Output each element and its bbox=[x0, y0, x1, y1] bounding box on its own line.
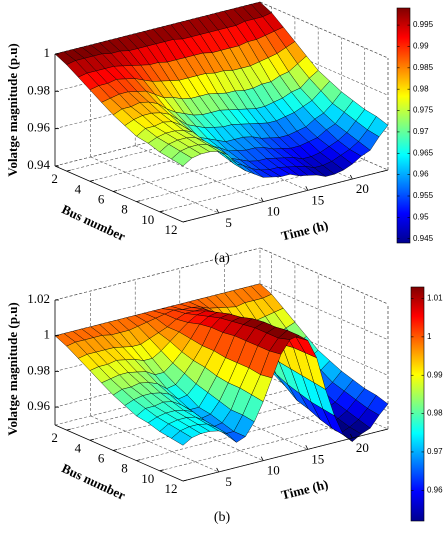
x-axis bbox=[182, 428, 389, 482]
grid-line bbox=[259, 283, 389, 340]
y-tick-label: 10 bbox=[141, 471, 154, 486]
colorbar-tick-label: 0.97 bbox=[427, 447, 443, 456]
x-tick-label: 20 bbox=[356, 181, 369, 196]
grid-line bbox=[159, 418, 365, 472]
grid-line bbox=[179, 134, 308, 191]
z-tick-label: 0.94 bbox=[27, 157, 50, 172]
grid-line bbox=[90, 415, 219, 473]
x-tick bbox=[349, 433, 353, 439]
colorbar-tick-label: 0.99 bbox=[413, 42, 429, 51]
colorbar-tick-label: 1.01 bbox=[427, 294, 443, 303]
colorbar-tick-label: 0.975 bbox=[413, 106, 434, 115]
x-tick bbox=[260, 456, 264, 461]
colorbar-tick-label: 0.98 bbox=[427, 409, 443, 418]
grid-line bbox=[259, 39, 389, 96]
x-tick bbox=[305, 186, 309, 191]
grid-line bbox=[259, 247, 389, 305]
colorbar-tick-label: 0.945 bbox=[413, 234, 434, 243]
z-tick-label: 1 bbox=[44, 45, 51, 60]
colorbar-tick-label: 0.98 bbox=[413, 84, 429, 93]
x-tick-label: 15 bbox=[311, 192, 324, 207]
colorbar-tick-label: 1 bbox=[427, 332, 432, 341]
grid-line bbox=[224, 381, 353, 439]
colorbar-fill bbox=[396, 7, 411, 244]
colorbar-tick-label: 0.99 bbox=[427, 370, 443, 379]
grid-line bbox=[54, 247, 261, 301]
y-tick-label: 10 bbox=[141, 212, 154, 227]
colorbar-tick-label: 0.96 bbox=[413, 170, 429, 179]
x-tick-label: 10 bbox=[267, 204, 280, 219]
colorbar-tick-label: 0.965 bbox=[413, 148, 434, 157]
x-tick-label: 5 bbox=[225, 215, 232, 230]
grid-line bbox=[135, 404, 264, 461]
y-tick-label: 6 bbox=[98, 450, 105, 465]
x-tick-label: 5 bbox=[225, 474, 232, 489]
x-tick bbox=[216, 208, 220, 214]
y-tick-label: 4 bbox=[75, 181, 82, 196]
y-tick-label: 8 bbox=[121, 461, 128, 476]
grid-line bbox=[259, 319, 389, 376]
y-tick bbox=[89, 179, 95, 182]
y-tick bbox=[182, 220, 188, 223]
z-tick-label: 0.98 bbox=[27, 362, 50, 377]
colorbar-tick-label: 0.995 bbox=[413, 20, 434, 29]
y-tick-label: 6 bbox=[98, 191, 105, 206]
y-tick bbox=[113, 190, 118, 192]
colorbar-tick-label: 0.95 bbox=[413, 212, 429, 221]
colorbar: 0.96 0.97 0.98 0.99 1 1.01 bbox=[410, 286, 443, 522]
x-tick bbox=[216, 467, 220, 473]
y-tick bbox=[182, 479, 188, 482]
caption: (b) bbox=[214, 510, 231, 525]
x-tick-label: 10 bbox=[267, 463, 280, 478]
grid-line bbox=[90, 156, 219, 214]
colorbar: 0.945 0.95 0.955 0.96 0.965 0.97 0.975 0.98 0.98… bbox=[396, 7, 434, 244]
y-tick bbox=[113, 449, 118, 451]
colorbar-fill bbox=[410, 286, 425, 522]
y-tick bbox=[66, 428, 71, 431]
y-tick bbox=[89, 438, 95, 441]
y-tick bbox=[159, 210, 164, 213]
y-tick-label: 4 bbox=[75, 440, 82, 455]
caption: (a) bbox=[214, 251, 230, 266]
z-tick-label: 0.96 bbox=[27, 120, 50, 135]
x-tick bbox=[305, 445, 309, 450]
z-axis-title: Volatge magnitude (p.u) bbox=[5, 43, 20, 177]
z-tick-label: 1 bbox=[44, 327, 51, 342]
x-tick-label: 15 bbox=[311, 451, 324, 466]
grid-line bbox=[259, 1, 389, 59]
y-tick-label: 2 bbox=[51, 171, 58, 186]
surface-patch bbox=[171, 430, 193, 446]
y-tick-label: 12 bbox=[165, 222, 178, 237]
grid-line bbox=[179, 393, 308, 450]
colorbar-tick-label: 0.955 bbox=[413, 191, 434, 200]
y-tick bbox=[136, 200, 141, 203]
y-tick bbox=[136, 459, 141, 462]
z-tick-label: 1.02 bbox=[27, 291, 50, 306]
y-tick-label: 8 bbox=[121, 202, 128, 217]
x-tick bbox=[349, 174, 353, 180]
y-tick bbox=[159, 469, 164, 472]
y-tick bbox=[66, 169, 71, 172]
grid-line bbox=[135, 145, 264, 202]
surface-patch bbox=[171, 150, 193, 167]
colorbar-tick-label: 0.97 bbox=[413, 127, 429, 136]
x-axis bbox=[182, 169, 389, 223]
x-tick bbox=[260, 197, 264, 202]
grid-line bbox=[259, 113, 389, 171]
z-tick-label: 0.98 bbox=[27, 82, 50, 97]
x-tick-label: 20 bbox=[356, 440, 369, 455]
y-axis bbox=[54, 165, 184, 223]
y-tick-label: 12 bbox=[165, 481, 178, 496]
colorbar-tick-label: 0.96 bbox=[427, 485, 443, 494]
y-axis bbox=[54, 424, 184, 482]
colorbar-tick-label: 0.985 bbox=[413, 63, 434, 72]
y-tick-label: 2 bbox=[51, 430, 58, 445]
z-tick-label: 0.96 bbox=[27, 398, 50, 413]
z-axis-title: Volatge magnitude (p.u) bbox=[5, 302, 20, 436]
